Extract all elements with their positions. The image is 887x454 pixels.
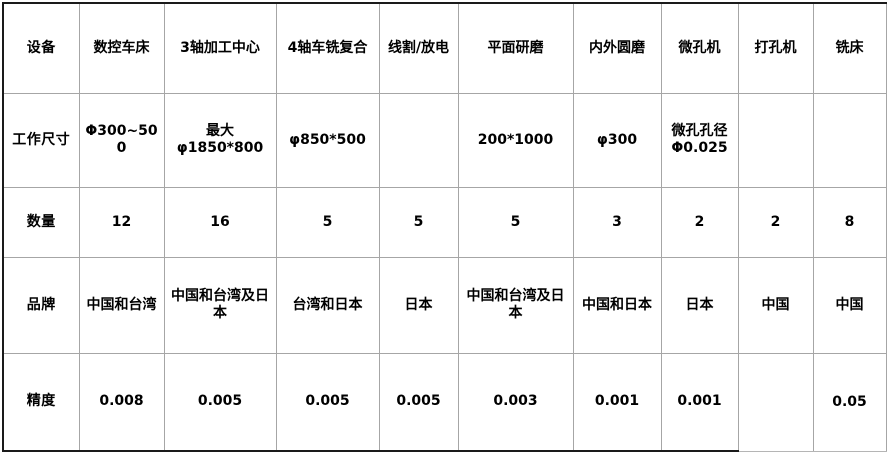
cell-quantity-micro-hole-machine: 2 [660,186,739,258]
cell-quantity-internal-external-grinding: 3 [572,186,662,258]
header-cell-surface-grinding: 平面研磨 [457,2,574,94]
row-label-quantity: 数量 [2,186,80,258]
cell-working-dimension-milling-machine [812,92,887,188]
cell-accuracy-drilling-machine [737,352,814,452]
header-cell-4axis-mill-turn: 4轴车铣复合 [275,2,380,94]
cell-brand-milling-machine: 中国 [812,256,887,354]
row-label-accuracy: 精度 [2,352,80,452]
cell-accuracy-surface-grinding: 0.003 [457,352,574,452]
cell-accuracy-wire-edm: 0.005 [378,352,459,452]
cell-quantity-4axis-mill-turn: 5 [275,186,380,258]
cell-working-dimension-internal-external-grinding: φ300 [572,92,662,188]
cell-working-dimension-drilling-machine [737,92,814,188]
cell-quantity-milling-machine: 8 [812,186,887,258]
table-row-working-dimension: 工作尺寸 Φ300~500 最大 φ1850*800 φ850*500 200*1… [2,92,887,188]
cell-accuracy-3axis-machining-center: 0.005 [163,352,277,452]
header-cell-3axis-machining-center: 3轴加工中心 [163,2,277,94]
cell-accuracy-milling-machine: 0.05 [812,352,887,452]
row-label-brand: 品牌 [2,256,80,354]
cell-accuracy-4axis-mill-turn: 0.005 [275,352,380,452]
cell-working-dimension-wire-edm [378,92,459,188]
cell-brand-wire-edm: 日本 [378,256,459,354]
table-header-row: 设备 数控车床 3轴加工中心 4轴车铣复合 线割/放电 平面研磨 内外圆磨 微孔… [2,2,887,94]
cell-working-dimension-micro-hole-machine: 微孔孔径 Φ0.025 [660,92,739,188]
header-cell-milling-machine: 铣床 [812,2,887,94]
cell-brand-drilling-machine: 中国 [737,256,814,354]
cell-accuracy-micro-hole-machine: 0.001 [660,352,739,452]
cell-quantity-3axis-machining-center: 16 [163,186,277,258]
cell-brand-cnc-lathe: 中国和台湾 [78,256,165,354]
header-cell-drilling-machine: 打孔机 [737,2,814,94]
header-cell-equipment: 设备 [2,2,80,94]
cell-working-dimension-surface-grinding: 200*1000 [457,92,574,188]
cell-brand-internal-external-grinding: 中国和日本 [572,256,662,354]
cell-brand-surface-grinding: 中国和台湾及日本 [457,256,574,354]
table-row-accuracy: 精度 0.008 0.005 0.005 0.005 0.003 0.001 0… [2,352,887,452]
header-cell-micro-hole-machine: 微孔机 [660,2,739,94]
cell-brand-3axis-machining-center: 中国和台湾及日本 [163,256,277,354]
table-row-quantity: 数量 12 16 5 5 5 3 2 2 8 [2,186,887,258]
cell-quantity-surface-grinding: 5 [457,186,574,258]
cell-quantity-cnc-lathe: 12 [78,186,165,258]
cell-accuracy-internal-external-grinding: 0.001 [572,352,662,452]
cell-working-dimension-3axis-machining-center: 最大 φ1850*800 [163,92,277,188]
header-cell-internal-external-grinding: 内外圆磨 [572,2,662,94]
cell-working-dimension-cnc-lathe: Φ300~500 [78,92,165,188]
cell-working-dimension-4axis-mill-turn: φ850*500 [275,92,380,188]
header-cell-cnc-lathe: 数控车床 [78,2,165,94]
cell-quantity-drilling-machine: 2 [737,186,814,258]
table-row-brand: 品牌 中国和台湾 中国和台湾及日本 台湾和日本 日本 中国和台湾及日本 中国和日… [2,256,887,354]
header-cell-wire-edm: 线割/放电 [378,2,459,94]
row-label-working-dimension: 工作尺寸 [2,92,80,188]
cell-quantity-wire-edm: 5 [378,186,459,258]
cell-accuracy-cnc-lathe: 0.008 [78,352,165,452]
cell-brand-4axis-mill-turn: 台湾和日本 [275,256,380,354]
cell-brand-micro-hole-machine: 日本 [660,256,739,354]
